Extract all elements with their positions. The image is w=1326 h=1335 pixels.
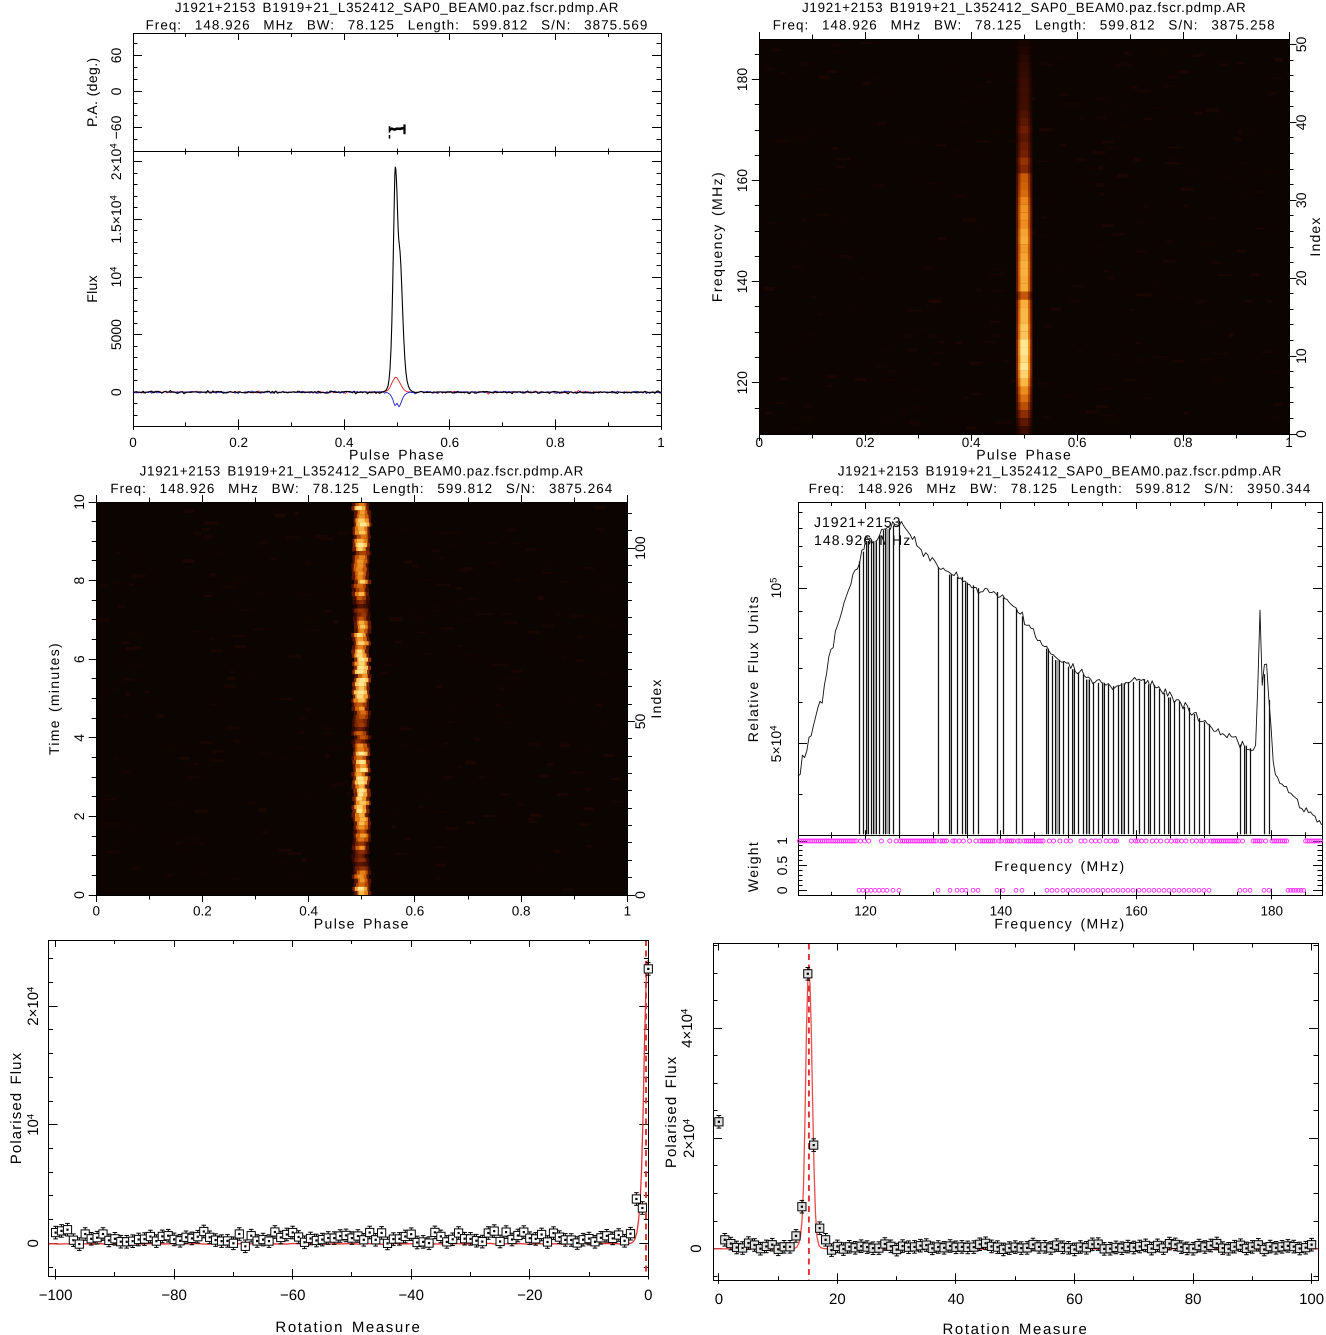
svg-text:5000: 5000 [108, 319, 124, 350]
svg-text:0: 0 [774, 886, 790, 894]
svg-text:0: 0 [756, 435, 764, 450]
svg-text:−80: −80 [161, 1287, 186, 1304]
svg-text:2×104: 2×104 [681, 1119, 698, 1158]
svg-text:1: 1 [774, 837, 790, 845]
svg-text:Rotation Measure: Rotation Measure [275, 1319, 421, 1335]
svg-text:40: 40 [1293, 114, 1309, 130]
svg-text:0: 0 [644, 1287, 652, 1304]
svg-text:30: 30 [1293, 192, 1309, 208]
svg-text:120: 120 [854, 904, 877, 919]
svg-text:Frequency (MHz): Frequency (MHz) [994, 858, 1125, 874]
svg-text:10: 10 [71, 494, 87, 510]
svg-text:0.5: 0.5 [774, 856, 790, 876]
svg-text:2×104: 2×104 [25, 987, 42, 1026]
svg-text:0.8: 0.8 [512, 904, 531, 919]
svg-text:Relative Flux Units: Relative Flux Units [745, 595, 761, 742]
svg-text:148.926 MHz: 148.926 MHz [814, 532, 911, 548]
svg-text:Pulse Phase: Pulse Phase [314, 916, 410, 932]
svg-text:−20: −20 [517, 1287, 542, 1304]
svg-text:160: 160 [734, 169, 750, 193]
svg-text:4×104: 4×104 [679, 1009, 696, 1048]
svg-text:160: 160 [1125, 904, 1148, 919]
svg-text:P.A. (deg.): P.A. (deg.) [84, 57, 100, 127]
svg-text:Freq: 148.926 MHz BW: 78.125 L: Freq: 148.926 MHz BW: 78.125 Length: 599… [773, 18, 1276, 33]
svg-text:Time (minutes): Time (minutes) [46, 642, 62, 755]
svg-text:Weight: Weight [745, 841, 761, 892]
svg-text:140: 140 [734, 270, 750, 294]
svg-text:0: 0 [688, 1244, 705, 1252]
svg-text:0.6: 0.6 [406, 904, 425, 919]
svg-text:0: 0 [108, 87, 124, 95]
svg-text:0: 0 [1293, 430, 1309, 438]
svg-text:0.8: 0.8 [1174, 435, 1193, 450]
svg-text:180: 180 [1261, 904, 1284, 919]
svg-text:J1921+2153 B1919+21_L352412_SA: J1921+2153 B1919+21_L352412_SAP0_BEAM0.p… [175, 0, 619, 15]
svg-text:0: 0 [129, 435, 137, 450]
svg-text:0.6: 0.6 [440, 435, 459, 450]
svg-text:60: 60 [108, 48, 124, 64]
svg-text:0: 0 [92, 904, 100, 919]
svg-text:6: 6 [71, 655, 87, 663]
svg-text:60: 60 [1066, 1291, 1083, 1308]
svg-text:1: 1 [657, 435, 665, 450]
svg-text:20: 20 [1293, 270, 1309, 286]
svg-text:0: 0 [71, 891, 87, 899]
svg-text:0.8: 0.8 [546, 435, 565, 450]
svg-text:Freq: 148.926 MHz BW: 78.125 L: Freq: 148.926 MHz BW: 78.125 Length: 599… [110, 481, 613, 496]
svg-text:Frequency (MHz): Frequency (MHz) [709, 171, 725, 302]
svg-text:0.2: 0.2 [229, 435, 248, 450]
svg-text:Polarised Flux: Polarised Flux [663, 1056, 680, 1168]
svg-text:0: 0 [632, 891, 648, 899]
svg-text:Frequency (MHz): Frequency (MHz) [994, 916, 1125, 932]
svg-text:0.2: 0.2 [856, 435, 875, 450]
svg-text:80: 80 [1185, 1291, 1202, 1308]
svg-text:0.4: 0.4 [299, 904, 318, 919]
svg-text:Pulse Phase: Pulse Phase [349, 447, 445, 463]
svg-text:Pulse Phase: Pulse Phase [976, 447, 1072, 463]
svg-text:Index: Index [648, 678, 664, 718]
svg-text:−40: −40 [398, 1287, 423, 1304]
svg-text:J1921+2153 B1919+21_L352412_SA: J1921+2153 B1919+21_L352412_SAP0_BEAM0.p… [838, 464, 1282, 479]
svg-text:2: 2 [71, 812, 87, 820]
svg-text:50: 50 [632, 714, 648, 730]
svg-text:140: 140 [990, 904, 1013, 919]
svg-text:0: 0 [25, 1239, 42, 1247]
svg-text:Flux: Flux [84, 275, 100, 303]
svg-text:0.4: 0.4 [335, 435, 354, 450]
svg-text:10: 10 [1293, 348, 1309, 364]
svg-text:0.6: 0.6 [1068, 435, 1087, 450]
svg-text:2×104: 2×104 [108, 143, 124, 180]
svg-text:100: 100 [1299, 1291, 1324, 1308]
svg-text:Freq: 148.926 MHz BW: 78.125 L: Freq: 148.926 MHz BW: 78.125 Length: 599… [146, 18, 649, 33]
svg-text:5×104: 5×104 [768, 725, 784, 762]
svg-text:20: 20 [829, 1291, 846, 1308]
svg-text:1.5×104: 1.5×104 [108, 195, 124, 244]
svg-text:4: 4 [71, 734, 87, 742]
svg-text:−60: −60 [108, 115, 124, 139]
svg-text:J1921+2153: J1921+2153 [814, 514, 901, 530]
svg-text:40: 40 [948, 1291, 965, 1308]
svg-text:100: 100 [632, 536, 648, 560]
svg-text:Polarised Flux: Polarised Flux [8, 1052, 25, 1164]
svg-text:−100: −100 [39, 1287, 73, 1304]
svg-text:0: 0 [715, 1291, 723, 1308]
svg-text:104: 104 [25, 1114, 42, 1136]
svg-text:1: 1 [624, 904, 632, 919]
svg-text:50: 50 [1293, 37, 1309, 53]
svg-text:Freq: 148.926 MHz BW: 78.125 L: Freq: 148.926 MHz BW: 78.125 Length: 599… [809, 481, 1312, 496]
svg-text:120: 120 [734, 371, 750, 395]
svg-text:J1921+2153 B1919+21_L352412_SA: J1921+2153 B1919+21_L352412_SAP0_BEAM0.p… [140, 464, 584, 479]
svg-text:180: 180 [734, 68, 750, 92]
svg-text:0.2: 0.2 [193, 904, 212, 919]
svg-text:0.4: 0.4 [962, 435, 981, 450]
svg-text:0: 0 [108, 388, 124, 396]
svg-text:Rotation Measure: Rotation Measure [943, 1321, 1089, 1335]
svg-text:1: 1 [1285, 435, 1293, 450]
svg-text:−60: −60 [280, 1287, 305, 1304]
svg-text:Index: Index [1307, 216, 1323, 256]
svg-text:J1921+2153 B1919+21_L352412_SA: J1921+2153 B1919+21_L352412_SAP0_BEAM0.p… [802, 0, 1246, 15]
svg-text:8: 8 [71, 576, 87, 584]
